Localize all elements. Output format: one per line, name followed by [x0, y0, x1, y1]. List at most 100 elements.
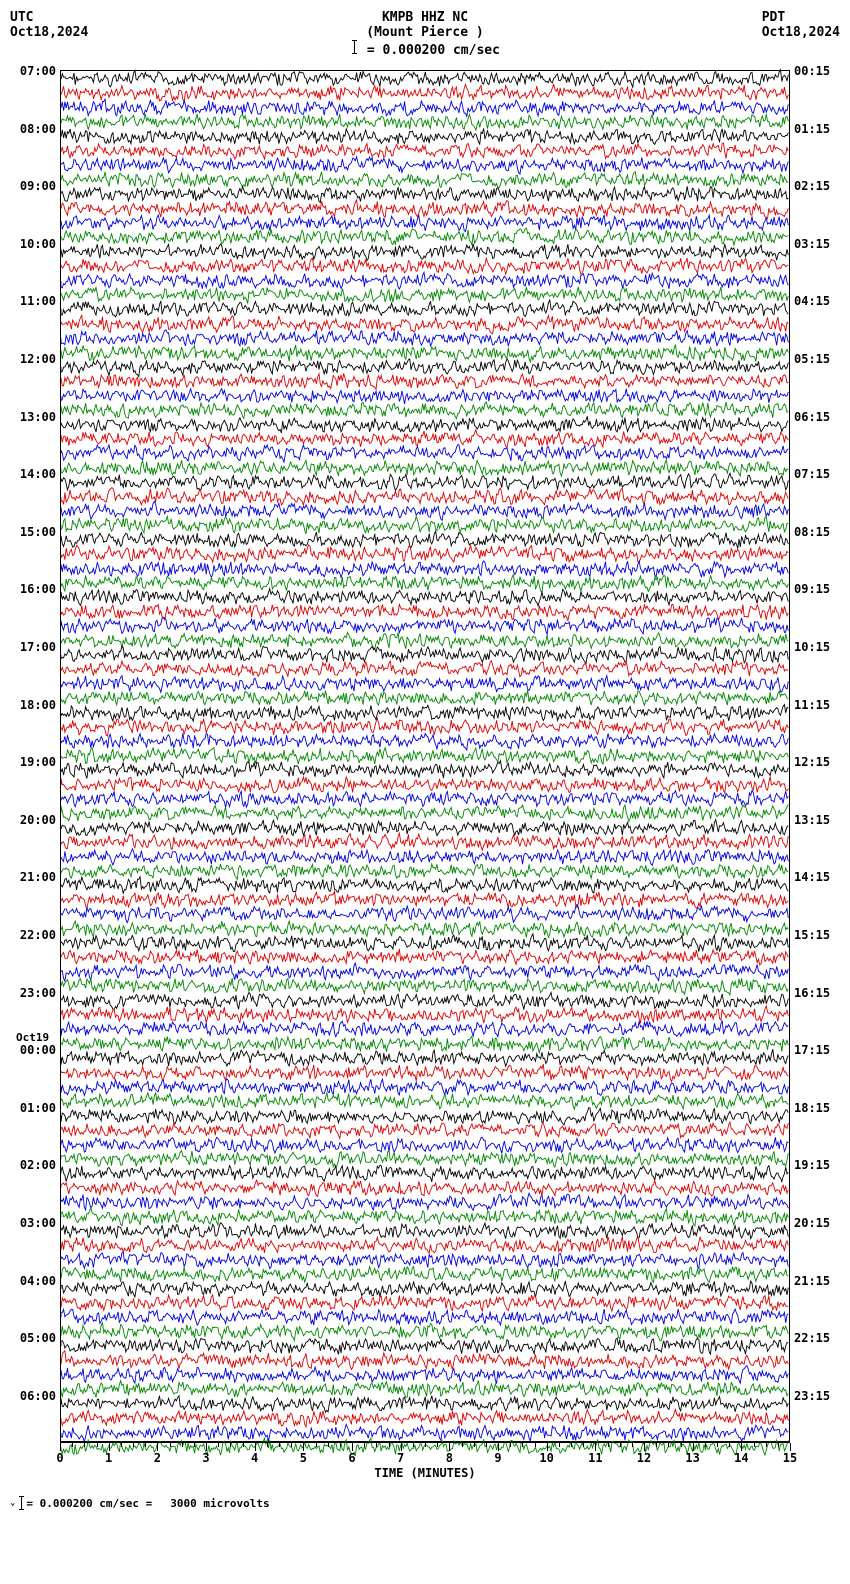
x-tick-minor — [608, 1443, 609, 1447]
x-tick-minor — [267, 1443, 268, 1447]
scale-indicator: = 0.000200 cm/sec — [350, 40, 500, 58]
x-tick-minor — [145, 1443, 146, 1447]
x-tick-label: 8 — [446, 1451, 453, 1465]
x-tick-major — [109, 1443, 110, 1451]
pdt-time-label: 19:15 — [794, 1158, 840, 1172]
trace-container — [60, 70, 790, 1442]
x-tick-minor — [462, 1443, 463, 1447]
utc-time-label: 06:00 — [10, 1389, 56, 1403]
x-tick-minor — [413, 1443, 414, 1447]
x-tick-minor — [194, 1443, 195, 1447]
x-tick-major — [693, 1443, 694, 1451]
x-tick-minor — [425, 1443, 426, 1447]
pdt-time-label: 02:15 — [794, 179, 840, 193]
station-location: (Mount Pierce ) — [366, 25, 483, 40]
utc-time-label: 11:00 — [10, 294, 56, 308]
utc-time-label: 10:00 — [10, 237, 56, 251]
x-tick-minor — [316, 1443, 317, 1447]
x-tick-minor — [243, 1443, 244, 1447]
x-tick-major — [352, 1443, 353, 1451]
x-tick-minor — [766, 1443, 767, 1447]
pdt-time-label: 00:15 — [794, 64, 840, 78]
utc-time-label: 16:00 — [10, 582, 56, 596]
x-tick-major — [498, 1443, 499, 1451]
x-tick-minor — [437, 1443, 438, 1447]
pdt-time-label: 17:15 — [794, 1043, 840, 1057]
x-tick-minor — [389, 1443, 390, 1447]
x-tick-label: 15 — [783, 1451, 797, 1465]
utc-time-label: 07:00 — [10, 64, 56, 78]
x-tick-minor — [522, 1443, 523, 1447]
x-axis: 0123456789101112131415 TIME (MINUTES) — [60, 1442, 790, 1470]
utc-time-label: 17:00 — [10, 640, 56, 654]
x-tick-minor — [182, 1443, 183, 1447]
x-tick-major — [790, 1443, 791, 1451]
footer-scale-right: 3000 microvolts — [170, 1497, 269, 1510]
pdt-time-label: 22:15 — [794, 1331, 840, 1345]
x-tick-minor — [620, 1443, 621, 1447]
x-tick-minor — [279, 1443, 280, 1447]
x-tick-major — [595, 1443, 596, 1451]
x-tick-minor — [729, 1443, 730, 1447]
pdt-time-label: 07:15 — [794, 467, 840, 481]
pdt-time-label: 21:15 — [794, 1274, 840, 1288]
pdt-time-label: 03:15 — [794, 237, 840, 251]
footer-scale: ⌄ = 0.000200 cm/sec = 3000 microvolts — [10, 1496, 840, 1510]
utc-time-label: 12:00 — [10, 352, 56, 366]
footer-marker: ⌄ — [10, 1498, 15, 1508]
x-tick-label: 6 — [348, 1451, 355, 1465]
pdt-time-label: 01:15 — [794, 122, 840, 136]
utc-time-label: 00:00 — [10, 1043, 56, 1057]
header-left: UTC Oct18,2024 — [10, 10, 88, 40]
utc-time-label: 15:00 — [10, 525, 56, 539]
x-tick-label: 2 — [154, 1451, 161, 1465]
x-tick-minor — [656, 1443, 657, 1447]
x-tick-minor — [364, 1443, 365, 1447]
x-tick-minor — [218, 1443, 219, 1447]
pdt-time-label: 04:15 — [794, 294, 840, 308]
scale-bar-icon — [354, 40, 355, 54]
x-tick-minor — [778, 1443, 779, 1447]
x-tick-label: 14 — [734, 1451, 748, 1465]
x-tick-minor — [717, 1443, 718, 1447]
utc-time-label: 09:00 — [10, 179, 56, 193]
utc-time-label: 19:00 — [10, 755, 56, 769]
x-tick-minor — [328, 1443, 329, 1447]
utc-time-label: 22:00 — [10, 928, 56, 942]
utc-time-label: 03:00 — [10, 1216, 56, 1230]
utc-time-label: 04:00 — [10, 1274, 56, 1288]
pdt-time-label: 16:15 — [794, 986, 840, 1000]
x-tick-minor — [559, 1443, 560, 1447]
header: UTC Oct18,2024 KMPB HHZ NC (Mount Pierce… — [10, 10, 840, 58]
x-tick-label: 13 — [685, 1451, 699, 1465]
utc-midnight-date: Oct19 — [16, 1031, 49, 1044]
x-tick-minor — [486, 1443, 487, 1447]
utc-time-label: 23:00 — [10, 986, 56, 1000]
x-tick-major — [547, 1443, 548, 1451]
pdt-date-label: Oct18,2024 — [762, 25, 840, 40]
x-tick-label: 0 — [56, 1451, 63, 1465]
x-tick-major — [741, 1443, 742, 1451]
footer-scale-bar-icon — [21, 1496, 22, 1510]
x-tick-major — [449, 1443, 450, 1451]
x-tick-minor — [170, 1443, 171, 1447]
pdt-time-label: 20:15 — [794, 1216, 840, 1230]
x-axis-ticks: 0123456789101112131415 — [60, 1442, 790, 1453]
header-right: PDT Oct18,2024 — [762, 10, 840, 40]
x-tick-minor — [376, 1443, 377, 1447]
x-tick-label: 3 — [202, 1451, 209, 1465]
utc-time-label: 14:00 — [10, 467, 56, 481]
utc-time-label: 13:00 — [10, 410, 56, 424]
utc-time-label: 01:00 — [10, 1101, 56, 1115]
x-tick-minor — [133, 1443, 134, 1447]
pdt-time-label: 18:15 — [794, 1101, 840, 1115]
pdt-tz-label: PDT — [762, 10, 840, 25]
x-tick-label: 1 — [105, 1451, 112, 1465]
x-tick-label: 9 — [494, 1451, 501, 1465]
footer-scale-left: = 0.000200 cm/sec = — [26, 1497, 152, 1510]
x-tick-major — [644, 1443, 645, 1451]
pdt-time-label: 11:15 — [794, 698, 840, 712]
utc-tz-label: UTC — [10, 10, 88, 25]
x-tick-minor — [340, 1443, 341, 1447]
x-tick-major — [60, 1443, 61, 1451]
